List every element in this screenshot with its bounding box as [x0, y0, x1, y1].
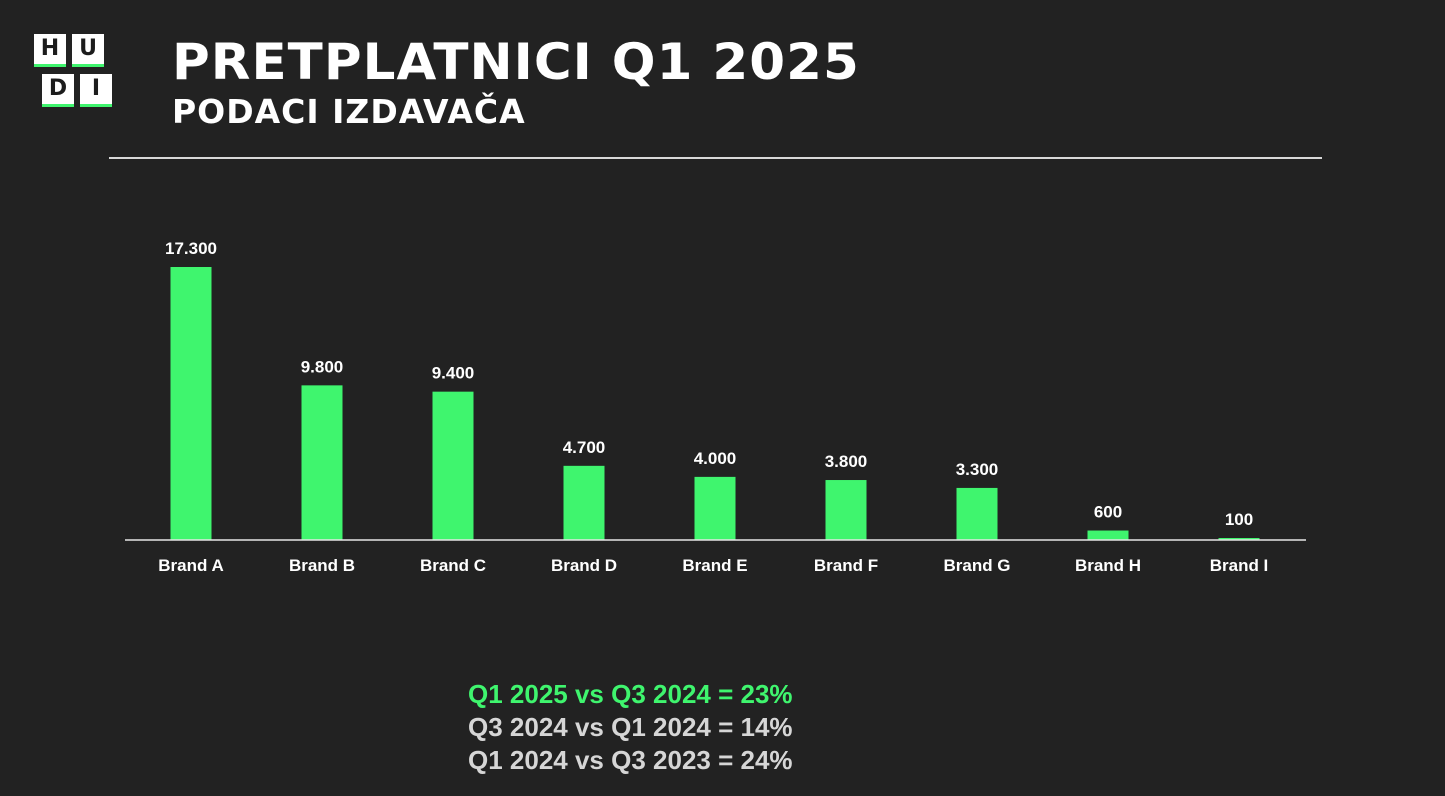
bar-brand-a	[170, 267, 212, 540]
data-label: 9.800	[301, 357, 344, 376]
x-tick-label: Brand F	[814, 556, 878, 575]
bar-brand-f	[825, 480, 867, 540]
logo-letter-d: D	[42, 74, 74, 107]
data-label: 17.300	[165, 239, 217, 258]
bar-brand-c	[432, 391, 474, 540]
bar-brand-i	[1218, 538, 1260, 540]
hudi-logo: H U D I	[34, 34, 116, 112]
data-label: 100	[1225, 510, 1253, 529]
x-tick-label: Brand A	[158, 556, 224, 575]
x-tick-label: Brand G	[943, 556, 1010, 575]
x-tick-label: Brand D	[551, 556, 617, 575]
data-label: 4.000	[694, 449, 737, 468]
data-label: 3.300	[956, 460, 999, 479]
bar-brand-d	[563, 465, 605, 540]
data-label: 4.700	[563, 438, 606, 457]
page-subtitle: PODACI IZDAVAČA	[172, 92, 526, 131]
bar-brand-e	[694, 476, 736, 540]
data-label: 3.800	[825, 452, 868, 471]
bar-brand-g	[956, 487, 998, 540]
bars-group	[170, 267, 1260, 540]
x-tick-label: Brand H	[1075, 556, 1141, 575]
header-divider	[109, 157, 1322, 159]
note-q3-2024-vs-q1-2024: Q3 2024 vs Q1 2024 = 14%	[468, 712, 793, 742]
data-label: 600	[1094, 503, 1122, 522]
bar-brand-b	[301, 385, 343, 540]
page-title: PRETPLATNICI Q1 2025	[172, 33, 860, 91]
logo-letter-h: H	[34, 34, 66, 67]
x-tick-label: Brand I	[1210, 556, 1269, 575]
x-tick-label: Brand C	[420, 556, 486, 575]
logo-letter-i: I	[80, 74, 112, 107]
logo-letter-u: U	[72, 34, 104, 67]
note-q1-2024-vs-q3-2023: Q1 2024 vs Q3 2023 = 24%	[468, 745, 793, 775]
comparison-notes: Q1 2025 vs Q3 2024 = 23% Q3 2024 vs Q1 2…	[468, 678, 793, 777]
note-q1-2025-vs-q3-2024: Q1 2025 vs Q3 2024 = 23%	[468, 679, 793, 709]
x-tick-label: Brand B	[289, 556, 355, 575]
bar-brand-h	[1087, 530, 1129, 540]
labels-group: 17.300 Brand A 9.800 Brand B 9.400 Brand C 4.7…	[158, 239, 1268, 575]
x-tick-label: Brand E	[682, 556, 747, 575]
data-label: 9.400	[432, 364, 475, 383]
